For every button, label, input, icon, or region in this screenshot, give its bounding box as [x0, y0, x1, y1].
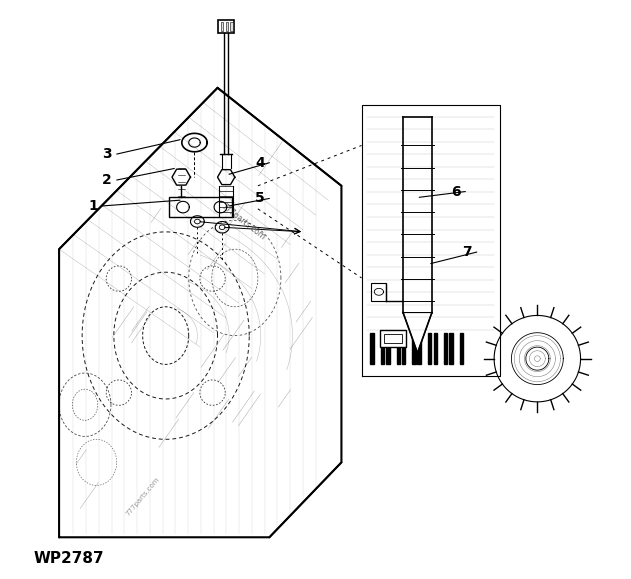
Bar: [372, 283, 386, 301]
Polygon shape: [168, 197, 232, 218]
Bar: [380, 330, 406, 347]
Bar: [221, 22, 223, 31]
Bar: [459, 333, 463, 364]
Text: 4: 4: [255, 156, 265, 170]
Text: 6: 6: [451, 185, 461, 199]
Bar: [230, 22, 233, 31]
Bar: [384, 334, 402, 343]
Bar: [428, 333, 432, 364]
Bar: [402, 333, 405, 364]
Bar: [370, 333, 374, 364]
Text: 777parts.com: 777parts.com: [125, 477, 160, 518]
Text: 2: 2: [102, 173, 112, 187]
Polygon shape: [403, 313, 432, 353]
Polygon shape: [172, 169, 191, 185]
Bar: [218, 20, 234, 33]
Text: 1: 1: [88, 199, 98, 213]
Bar: [418, 333, 421, 364]
Bar: [397, 333, 400, 364]
Polygon shape: [218, 170, 235, 185]
Text: 5: 5: [255, 192, 265, 206]
Text: 3: 3: [102, 147, 112, 161]
Bar: [386, 333, 390, 364]
Bar: [433, 333, 437, 364]
Bar: [444, 333, 447, 364]
Bar: [226, 22, 228, 31]
Text: 7: 7: [463, 245, 472, 259]
Bar: [380, 333, 384, 364]
Text: WP2787: WP2787: [33, 551, 103, 566]
Text: 777parts.com: 777parts.com: [220, 202, 267, 242]
Bar: [449, 333, 452, 364]
Bar: [412, 333, 416, 364]
